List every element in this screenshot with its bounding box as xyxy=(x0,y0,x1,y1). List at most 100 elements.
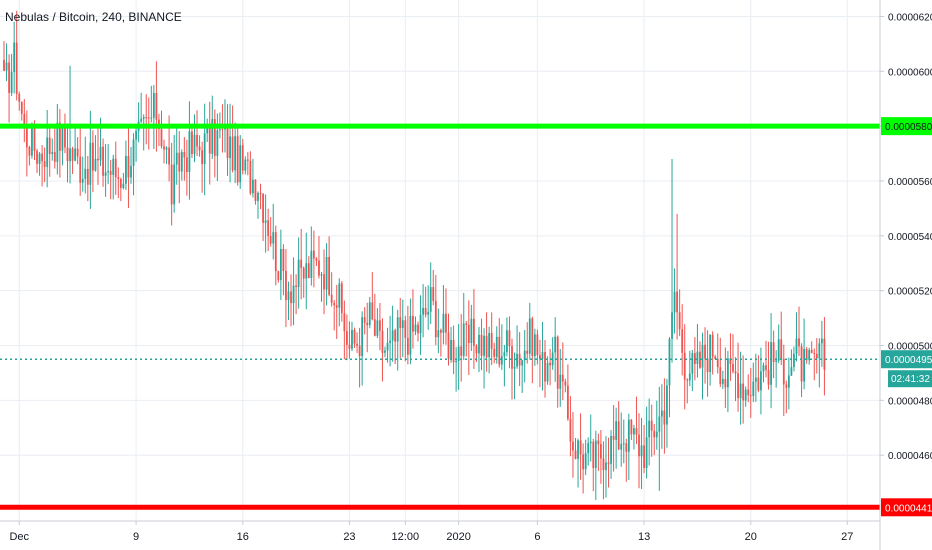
candle-body xyxy=(18,93,21,102)
candle-body xyxy=(744,389,747,401)
candle-body xyxy=(577,440,579,459)
candle-body xyxy=(335,305,338,308)
candle-body xyxy=(635,428,638,435)
candle-body xyxy=(338,283,341,308)
candle-body xyxy=(43,161,46,167)
candle-body xyxy=(117,177,120,179)
candle-body xyxy=(711,334,714,357)
candle-body xyxy=(64,125,66,148)
candle-body xyxy=(267,220,270,237)
candle-body xyxy=(396,317,399,342)
candle-body xyxy=(808,349,811,361)
candle-body xyxy=(714,356,717,359)
candle-body xyxy=(114,158,117,178)
candle-body xyxy=(79,156,82,183)
candle-body xyxy=(569,418,572,442)
candle-body xyxy=(417,324,419,334)
candle-body xyxy=(208,127,211,154)
candle-body xyxy=(777,339,780,361)
candle-body xyxy=(175,152,178,165)
candle-body xyxy=(323,274,325,290)
candle-body xyxy=(234,136,237,171)
candle-body xyxy=(572,441,574,451)
candle-body xyxy=(650,420,653,431)
candle-body xyxy=(213,119,216,156)
candle-body xyxy=(427,311,430,315)
candle-body xyxy=(257,192,259,201)
candle-body xyxy=(404,320,407,338)
candle-body xyxy=(754,377,757,382)
candle-body xyxy=(716,358,719,368)
candle-body xyxy=(549,362,551,366)
candle-body xyxy=(297,259,300,288)
candle-body xyxy=(678,312,681,330)
price-axis[interactable]: 0.0000620 0.0000600 0.0000580 0.0000560 0.00… xyxy=(880,12,932,462)
time-tick-label: 23 xyxy=(343,531,355,543)
candle-body xyxy=(531,318,534,357)
candle-body xyxy=(58,122,61,151)
candle-body xyxy=(20,101,23,114)
candle-body xyxy=(41,153,43,162)
candle-body xyxy=(15,42,18,94)
candle-body xyxy=(412,315,414,332)
candle-body xyxy=(732,364,734,372)
candle-body xyxy=(696,351,699,364)
chart-title: Nebulas / Bitcoin, 240, BINANCE xyxy=(5,10,182,24)
candle-body xyxy=(196,134,198,147)
candle-body xyxy=(818,343,821,359)
candle-body xyxy=(3,59,5,71)
candle-body xyxy=(5,62,8,71)
candle-body xyxy=(589,441,592,444)
plot-area[interactable] xyxy=(0,0,880,521)
candle-body xyxy=(328,256,331,295)
candle-body xyxy=(772,342,775,362)
candle-body xyxy=(630,419,633,435)
candle-body xyxy=(401,320,404,329)
candle-body xyxy=(112,158,115,175)
candle-body xyxy=(36,150,38,164)
candle-body xyxy=(473,318,475,346)
candle-body xyxy=(48,137,51,155)
candle-body xyxy=(282,248,285,271)
candle-body xyxy=(259,192,262,194)
candle-body xyxy=(394,330,397,342)
candle-body xyxy=(168,147,170,165)
candle-body xyxy=(561,374,564,382)
candle-body xyxy=(564,381,567,386)
candle-body xyxy=(765,365,767,371)
candle-body xyxy=(640,445,643,457)
candle-body xyxy=(25,126,28,148)
candle-body xyxy=(775,360,778,362)
candle-body xyxy=(737,373,739,399)
candle-body xyxy=(183,151,186,158)
candle-body xyxy=(31,123,33,156)
candle-body xyxy=(752,381,755,397)
candle-body xyxy=(244,159,247,171)
horizontal-lines[interactable] xyxy=(0,123,880,510)
candle-body xyxy=(709,334,712,373)
candle-body xyxy=(422,307,424,315)
candle-body xyxy=(315,258,318,261)
candle-body xyxy=(92,142,94,171)
candle-body xyxy=(307,263,310,279)
candle-body xyxy=(170,164,173,205)
candle-body xyxy=(130,165,132,178)
candle-body xyxy=(480,334,483,356)
last-price-badge xyxy=(881,350,932,369)
time-axis[interactable]: Dec 9 16 23 12:00 2020 6 13 20 27 xyxy=(9,521,853,543)
candle-body xyxy=(28,147,31,156)
candle-body xyxy=(318,260,320,276)
candle-body xyxy=(757,377,760,391)
candle-body xyxy=(648,420,651,438)
candle-body xyxy=(147,117,150,119)
candle-body xyxy=(97,158,99,161)
candle-body xyxy=(371,302,374,320)
candle-body xyxy=(727,358,729,388)
candle-body xyxy=(724,378,727,388)
candle-body xyxy=(285,270,287,301)
candle-body xyxy=(610,435,612,464)
candle-body xyxy=(447,332,450,359)
candle-body xyxy=(351,329,353,349)
candle-body xyxy=(795,338,798,354)
